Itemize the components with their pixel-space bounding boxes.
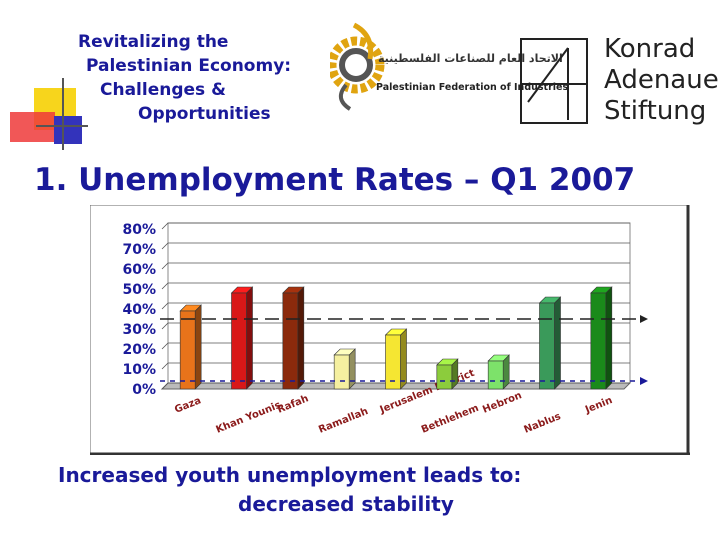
y-tick-label: 10%	[122, 362, 156, 378]
y-tick-label: 80%	[122, 222, 156, 238]
kas-logo-icon	[520, 38, 588, 124]
title-line: Opportunities	[138, 104, 271, 124]
kas-logo-mark-icon	[522, 47, 586, 120]
bar	[333, 354, 350, 390]
footer-line-1: Increased youth unemployment leads to:	[58, 463, 522, 487]
y-tick-label: 50%	[122, 282, 156, 298]
pfi-arabic-name: الاتحاد العام للصناعات الفلسطينية	[378, 52, 563, 65]
pfi-english-name: Palestinian Federation of Industries	[376, 82, 569, 93]
y-gridline-slant	[161, 322, 169, 330]
bar-side	[400, 328, 407, 390]
bar	[282, 292, 299, 390]
presentation-title: Revitalizing the Palestinian Economy: Ch…	[78, 30, 291, 126]
y-gridline-slant	[161, 382, 169, 390]
bar	[385, 334, 401, 390]
y-gridline-slant	[161, 262, 169, 270]
reference-line-arrow	[640, 315, 648, 323]
y-gridline-slant	[161, 362, 169, 370]
kas-line: Adenauer	[604, 65, 720, 95]
kas-line: Konrad	[604, 34, 696, 64]
bar-side	[194, 304, 202, 390]
bar	[487, 360, 504, 390]
kas-logo-text: Konrad Adenauer Stiftung	[604, 34, 720, 127]
bar	[590, 292, 607, 390]
y-tick-label: 0%	[132, 382, 156, 398]
bar-side	[348, 348, 356, 390]
y-tick-label: 20%	[122, 342, 156, 358]
deco-vertical-line	[62, 78, 64, 150]
y-tick-label: 70%	[122, 242, 156, 258]
deco-horizontal-line	[36, 125, 88, 127]
deco-red-square	[10, 112, 55, 142]
bar	[436, 364, 453, 390]
y-gridline-slant	[161, 342, 169, 350]
y-gridline-slant	[161, 302, 169, 310]
reference-line-arrow	[640, 377, 648, 385]
y-tick-label: 30%	[122, 322, 156, 338]
title-line: Challenges &	[100, 80, 226, 100]
unemployment-bar-chart: 0%10%20%30%40%50%60%70%80%Gaza Khan Youni…	[90, 205, 690, 455]
y-gridline-slant	[161, 242, 169, 250]
slide-title: 1. Unemployment Rates – Q1 2007	[34, 162, 636, 198]
bar	[179, 310, 196, 390]
title-line: Palestinian Economy:	[86, 56, 292, 76]
bar-side	[297, 286, 305, 390]
bar-side	[605, 286, 613, 390]
y-gridline-slant	[161, 282, 169, 290]
bar	[231, 292, 247, 390]
pfi-gear-logo-icon	[330, 22, 385, 111]
kas-line: Stiftung	[604, 96, 707, 126]
y-gridline-slant	[161, 222, 169, 230]
bar-side	[554, 296, 561, 390]
bar-side	[246, 286, 253, 390]
footer-line-2: decreased stability	[238, 492, 454, 516]
y-tick-label: 40%	[122, 302, 156, 318]
bar	[539, 302, 555, 390]
title-line: Revitalizing the	[78, 32, 229, 52]
deco-blue-square	[54, 116, 82, 144]
y-tick-label: 60%	[122, 262, 156, 278]
